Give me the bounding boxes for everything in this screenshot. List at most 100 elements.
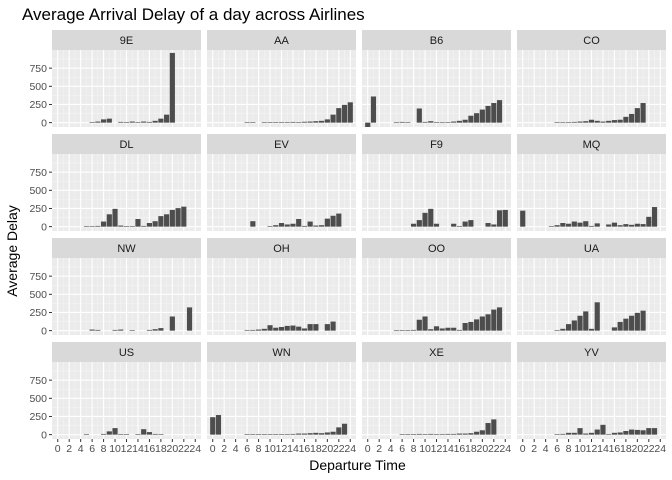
bar — [565, 432, 572, 435]
bar — [393, 330, 399, 332]
x-tick-label: 20 — [322, 443, 334, 455]
bar — [520, 210, 526, 227]
bar — [284, 434, 290, 435]
x-tick-label: 22 — [643, 443, 655, 455]
facet-strip — [207, 134, 356, 154]
bar — [623, 224, 629, 227]
bar — [456, 433, 463, 435]
bar — [496, 100, 503, 123]
facet-strip — [207, 30, 356, 50]
bar — [410, 223, 417, 227]
bar — [301, 225, 308, 227]
bar — [416, 433, 422, 435]
bar — [634, 429, 640, 435]
bar — [456, 226, 463, 227]
bar — [370, 96, 377, 123]
bar — [324, 432, 330, 435]
x-tick-label: 22 — [333, 443, 345, 455]
bar — [646, 216, 652, 227]
bar — [428, 433, 434, 435]
facet-panel: XE0 2 4 6 8 10 12 14 16 18 20 22 24 — [362, 342, 511, 455]
facet-strip-label: B6 — [430, 35, 443, 47]
bar — [146, 432, 153, 435]
bar — [600, 424, 606, 435]
bar — [296, 219, 302, 227]
bar — [169, 52, 175, 123]
bar — [439, 434, 445, 435]
facet-strip — [52, 134, 201, 154]
facet-panel: UA — [517, 238, 666, 335]
facet-strip — [517, 134, 666, 154]
bar — [629, 429, 635, 435]
bar — [284, 224, 290, 227]
bar — [244, 434, 250, 435]
bar — [433, 326, 440, 331]
facet-strip — [207, 342, 356, 362]
y-tick-label: 500 — [29, 185, 47, 197]
y-tick-label: 0 — [41, 117, 47, 129]
bar — [474, 319, 480, 331]
bar — [273, 434, 279, 435]
bar — [611, 327, 618, 331]
bar — [146, 329, 153, 331]
x-tick-label: 6 — [399, 443, 405, 455]
bar — [410, 329, 417, 331]
bar — [296, 326, 302, 331]
x-tick-label: 24 — [189, 443, 201, 455]
facet-panel: F9 — [362, 134, 511, 231]
bar — [135, 219, 141, 227]
x-axis-title: Departure Time — [309, 457, 406, 473]
bar — [95, 225, 101, 227]
bar — [588, 225, 595, 227]
x-tick-label: 4 — [543, 443, 549, 455]
bar — [267, 122, 273, 123]
x-tick-label: 4 — [233, 443, 239, 455]
bar — [83, 434, 89, 435]
bar — [560, 433, 566, 435]
bar — [445, 433, 451, 435]
bar — [129, 121, 135, 123]
bar — [474, 431, 480, 435]
bar — [330, 431, 336, 435]
y-tick-label: 0 — [41, 429, 47, 441]
x-tick-label: 12 — [586, 443, 598, 455]
bar — [100, 221, 107, 227]
bar — [399, 434, 405, 435]
x-tick-label: 4 — [78, 443, 84, 455]
bar — [152, 221, 158, 227]
facet-strip-label: EV — [274, 139, 289, 151]
facet-strip-label: WN — [272, 347, 290, 359]
bar — [405, 330, 411, 331]
y-tick-label: 500 — [29, 81, 47, 93]
bar — [433, 434, 440, 435]
bar — [324, 119, 330, 123]
bar — [399, 121, 405, 123]
bar — [399, 330, 405, 331]
bar — [565, 223, 572, 227]
bar — [462, 323, 468, 331]
facet-strip — [52, 342, 201, 362]
bar — [577, 428, 583, 435]
bar — [278, 122, 285, 123]
bar — [164, 214, 170, 227]
bar — [313, 225, 319, 227]
x-tick-label: 10 — [264, 443, 276, 455]
bar — [313, 121, 319, 123]
bar — [250, 122, 256, 123]
bar — [468, 433, 474, 435]
bar — [554, 330, 560, 331]
facet-strip-label: CO — [583, 35, 600, 47]
bar — [112, 329, 118, 331]
x-tick-label: 18 — [620, 443, 632, 455]
bar — [181, 206, 187, 227]
bar — [571, 221, 577, 227]
bar — [284, 325, 290, 331]
bar — [445, 327, 451, 331]
bar — [273, 327, 279, 331]
x-tick-label: 2 — [66, 443, 72, 455]
facet-strip — [362, 134, 511, 154]
bar — [250, 221, 256, 227]
bar — [267, 434, 273, 435]
x-tick-label: 24 — [654, 443, 666, 455]
